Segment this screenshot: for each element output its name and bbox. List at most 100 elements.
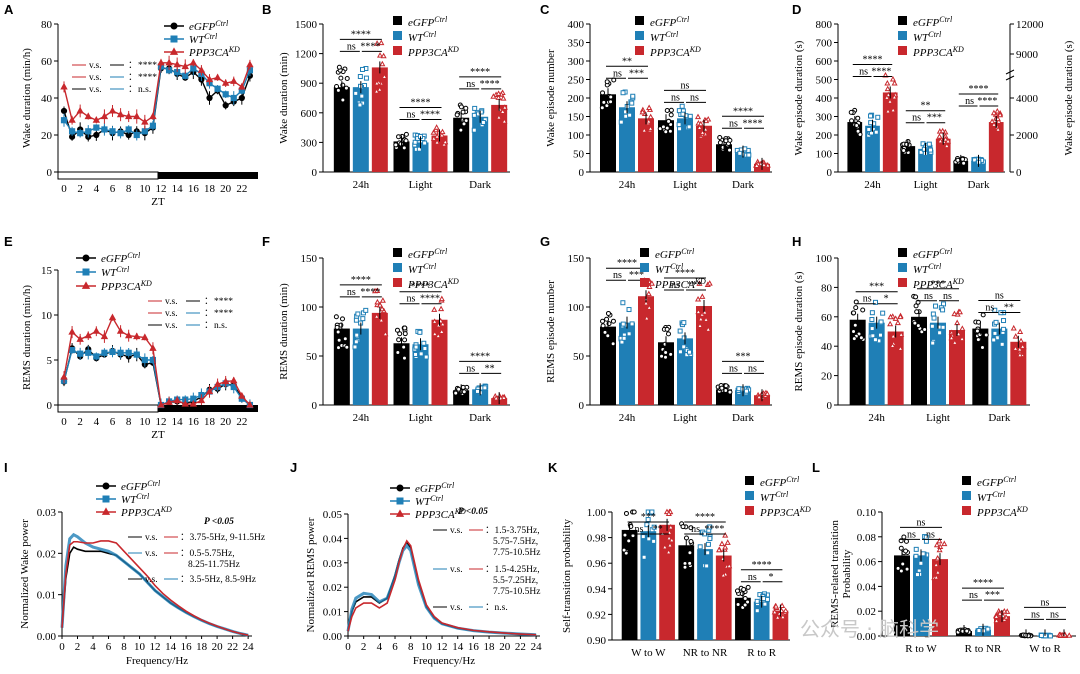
legend-name-KD: PPP3CA bbox=[100, 281, 141, 293]
subject-point-KD bbox=[438, 131, 445, 138]
x-category-label: Dark bbox=[732, 179, 754, 191]
x-category-label: R to NR bbox=[965, 643, 1002, 655]
y-tick-label: 60 bbox=[821, 312, 833, 324]
subject-point-WT bbox=[921, 146, 927, 152]
subject-point-eGFP bbox=[667, 128, 673, 134]
subject-point-eGFP bbox=[922, 326, 928, 332]
x-tick-label: 16 bbox=[188, 183, 200, 195]
subject-point-KD bbox=[936, 133, 943, 139]
legend-swatch-KD bbox=[962, 506, 971, 515]
subject-point-eGFP bbox=[915, 323, 921, 329]
legend-name-eGFP: eGFP bbox=[760, 477, 787, 489]
data-point-KD bbox=[173, 396, 181, 404]
subject-point-WT bbox=[930, 340, 936, 346]
subject-point-WT bbox=[913, 553, 919, 559]
subject-point-WT bbox=[754, 598, 760, 604]
sig-label: *** bbox=[736, 351, 751, 362]
panel-label: E bbox=[4, 234, 13, 249]
sig-label: ns bbox=[690, 92, 699, 103]
note-range: ：1.5-3.75Hz, bbox=[485, 526, 540, 536]
subject-point-eGFP bbox=[333, 314, 339, 320]
legend-swatch-WT bbox=[962, 491, 971, 500]
x-tick-label: 10 bbox=[139, 183, 151, 195]
subject-point-KD bbox=[722, 543, 729, 550]
subject-point-KD bbox=[696, 280, 703, 286]
subject-point-eGFP bbox=[983, 332, 989, 338]
subject-point-eGFP bbox=[343, 85, 349, 91]
subject-point-KD bbox=[1001, 607, 1008, 614]
y-axis-label: REMS episode duration (s) bbox=[793, 271, 805, 391]
x-tick-label: 4 bbox=[94, 416, 100, 428]
subject-point-WT bbox=[929, 323, 935, 329]
subject-point-KD bbox=[501, 104, 508, 110]
subject-point-eGFP bbox=[901, 147, 907, 153]
subject-point-eGFP bbox=[976, 319, 982, 325]
subject-point-WT bbox=[363, 307, 369, 313]
x-category-label: W to W bbox=[631, 647, 666, 659]
subject-point-KD bbox=[933, 561, 940, 568]
subject-point-WT bbox=[478, 109, 484, 115]
y-axis-label: Normalized Wake power bbox=[19, 519, 31, 629]
subject-point-WT bbox=[762, 601, 768, 607]
subject-point-eGFP bbox=[727, 389, 733, 395]
note-colon: ： bbox=[128, 85, 138, 95]
subject-point-KD bbox=[703, 316, 710, 322]
subject-point-WT bbox=[1047, 633, 1053, 639]
chart-C: 0 50 100 150 200 250 300 350 400 Wake episode num… bbox=[545, 15, 772, 191]
subject-point-WT bbox=[746, 152, 752, 158]
sig-label: ns bbox=[859, 66, 868, 77]
y-tick-label: 0.10 bbox=[857, 507, 877, 519]
subject-point-WT bbox=[471, 112, 477, 118]
legend-sup-WT: Ctrl bbox=[928, 30, 942, 39]
subject-point-eGFP bbox=[955, 157, 961, 163]
sig-label: ns bbox=[347, 287, 356, 298]
y-tick-label: 1500 bbox=[295, 19, 318, 31]
data-point-KD bbox=[108, 106, 117, 114]
subject-point-WT bbox=[981, 628, 987, 634]
data-point-WT bbox=[230, 94, 237, 102]
x-tick-label: 4 bbox=[90, 641, 96, 653]
subject-point-eGFP bbox=[964, 628, 970, 634]
subject-point-WT bbox=[737, 150, 743, 156]
bar-WT bbox=[677, 118, 693, 172]
subject-point-eGFP bbox=[601, 99, 607, 105]
note-vs: v.s. bbox=[450, 603, 463, 613]
subject-point-KD bbox=[1012, 345, 1019, 351]
note-range: 8.25-11.75Hz bbox=[188, 560, 240, 570]
legend-label-WT: WTCtrl bbox=[650, 30, 679, 44]
subject-point-eGFP bbox=[745, 584, 751, 590]
subject-point-eGFP bbox=[393, 142, 399, 148]
data-point-KD bbox=[213, 380, 222, 387]
legend-sup-WT: Ctrl bbox=[136, 492, 150, 501]
subject-point-WT bbox=[626, 331, 632, 337]
data-point-WT bbox=[68, 128, 76, 135]
x-tick-label: 20 bbox=[220, 183, 232, 195]
data-point-WT bbox=[214, 85, 221, 92]
sig-label: **** bbox=[973, 578, 993, 589]
legend-sup-KD: KD bbox=[952, 45, 964, 54]
note-result: **** bbox=[138, 73, 157, 83]
legend-swatch-eGFP bbox=[898, 16, 907, 25]
legend-name-eGFP: eGFP bbox=[415, 483, 442, 495]
x-category-label: 24h bbox=[353, 412, 370, 424]
subject-point-KD bbox=[897, 345, 904, 351]
subject-point-KD bbox=[936, 537, 943, 544]
y-tick-label: 600 bbox=[301, 108, 318, 120]
y-tick-label: 900 bbox=[301, 78, 318, 90]
x-tick-label: 6 bbox=[106, 641, 112, 653]
subject-point-KD bbox=[373, 313, 380, 319]
subject-point-eGFP bbox=[454, 112, 460, 118]
legend-sup-eGFP: Ctrl bbox=[939, 15, 953, 24]
subject-point-KD bbox=[943, 142, 950, 149]
spectrum-line-KD bbox=[347, 539, 537, 636]
legend-swatch-WT bbox=[393, 31, 402, 40]
subject-point-KD bbox=[381, 73, 388, 79]
legend-label-WT: WTCtrl bbox=[408, 262, 437, 276]
legend-label-WT: WTCtrl bbox=[977, 490, 1006, 504]
sig-label: ** bbox=[485, 363, 495, 374]
sig-label: **** bbox=[704, 524, 724, 535]
right-tick-label: 4000 bbox=[1016, 93, 1039, 105]
y-tick-label: 40 bbox=[821, 341, 833, 353]
subject-point-WT bbox=[914, 572, 920, 578]
